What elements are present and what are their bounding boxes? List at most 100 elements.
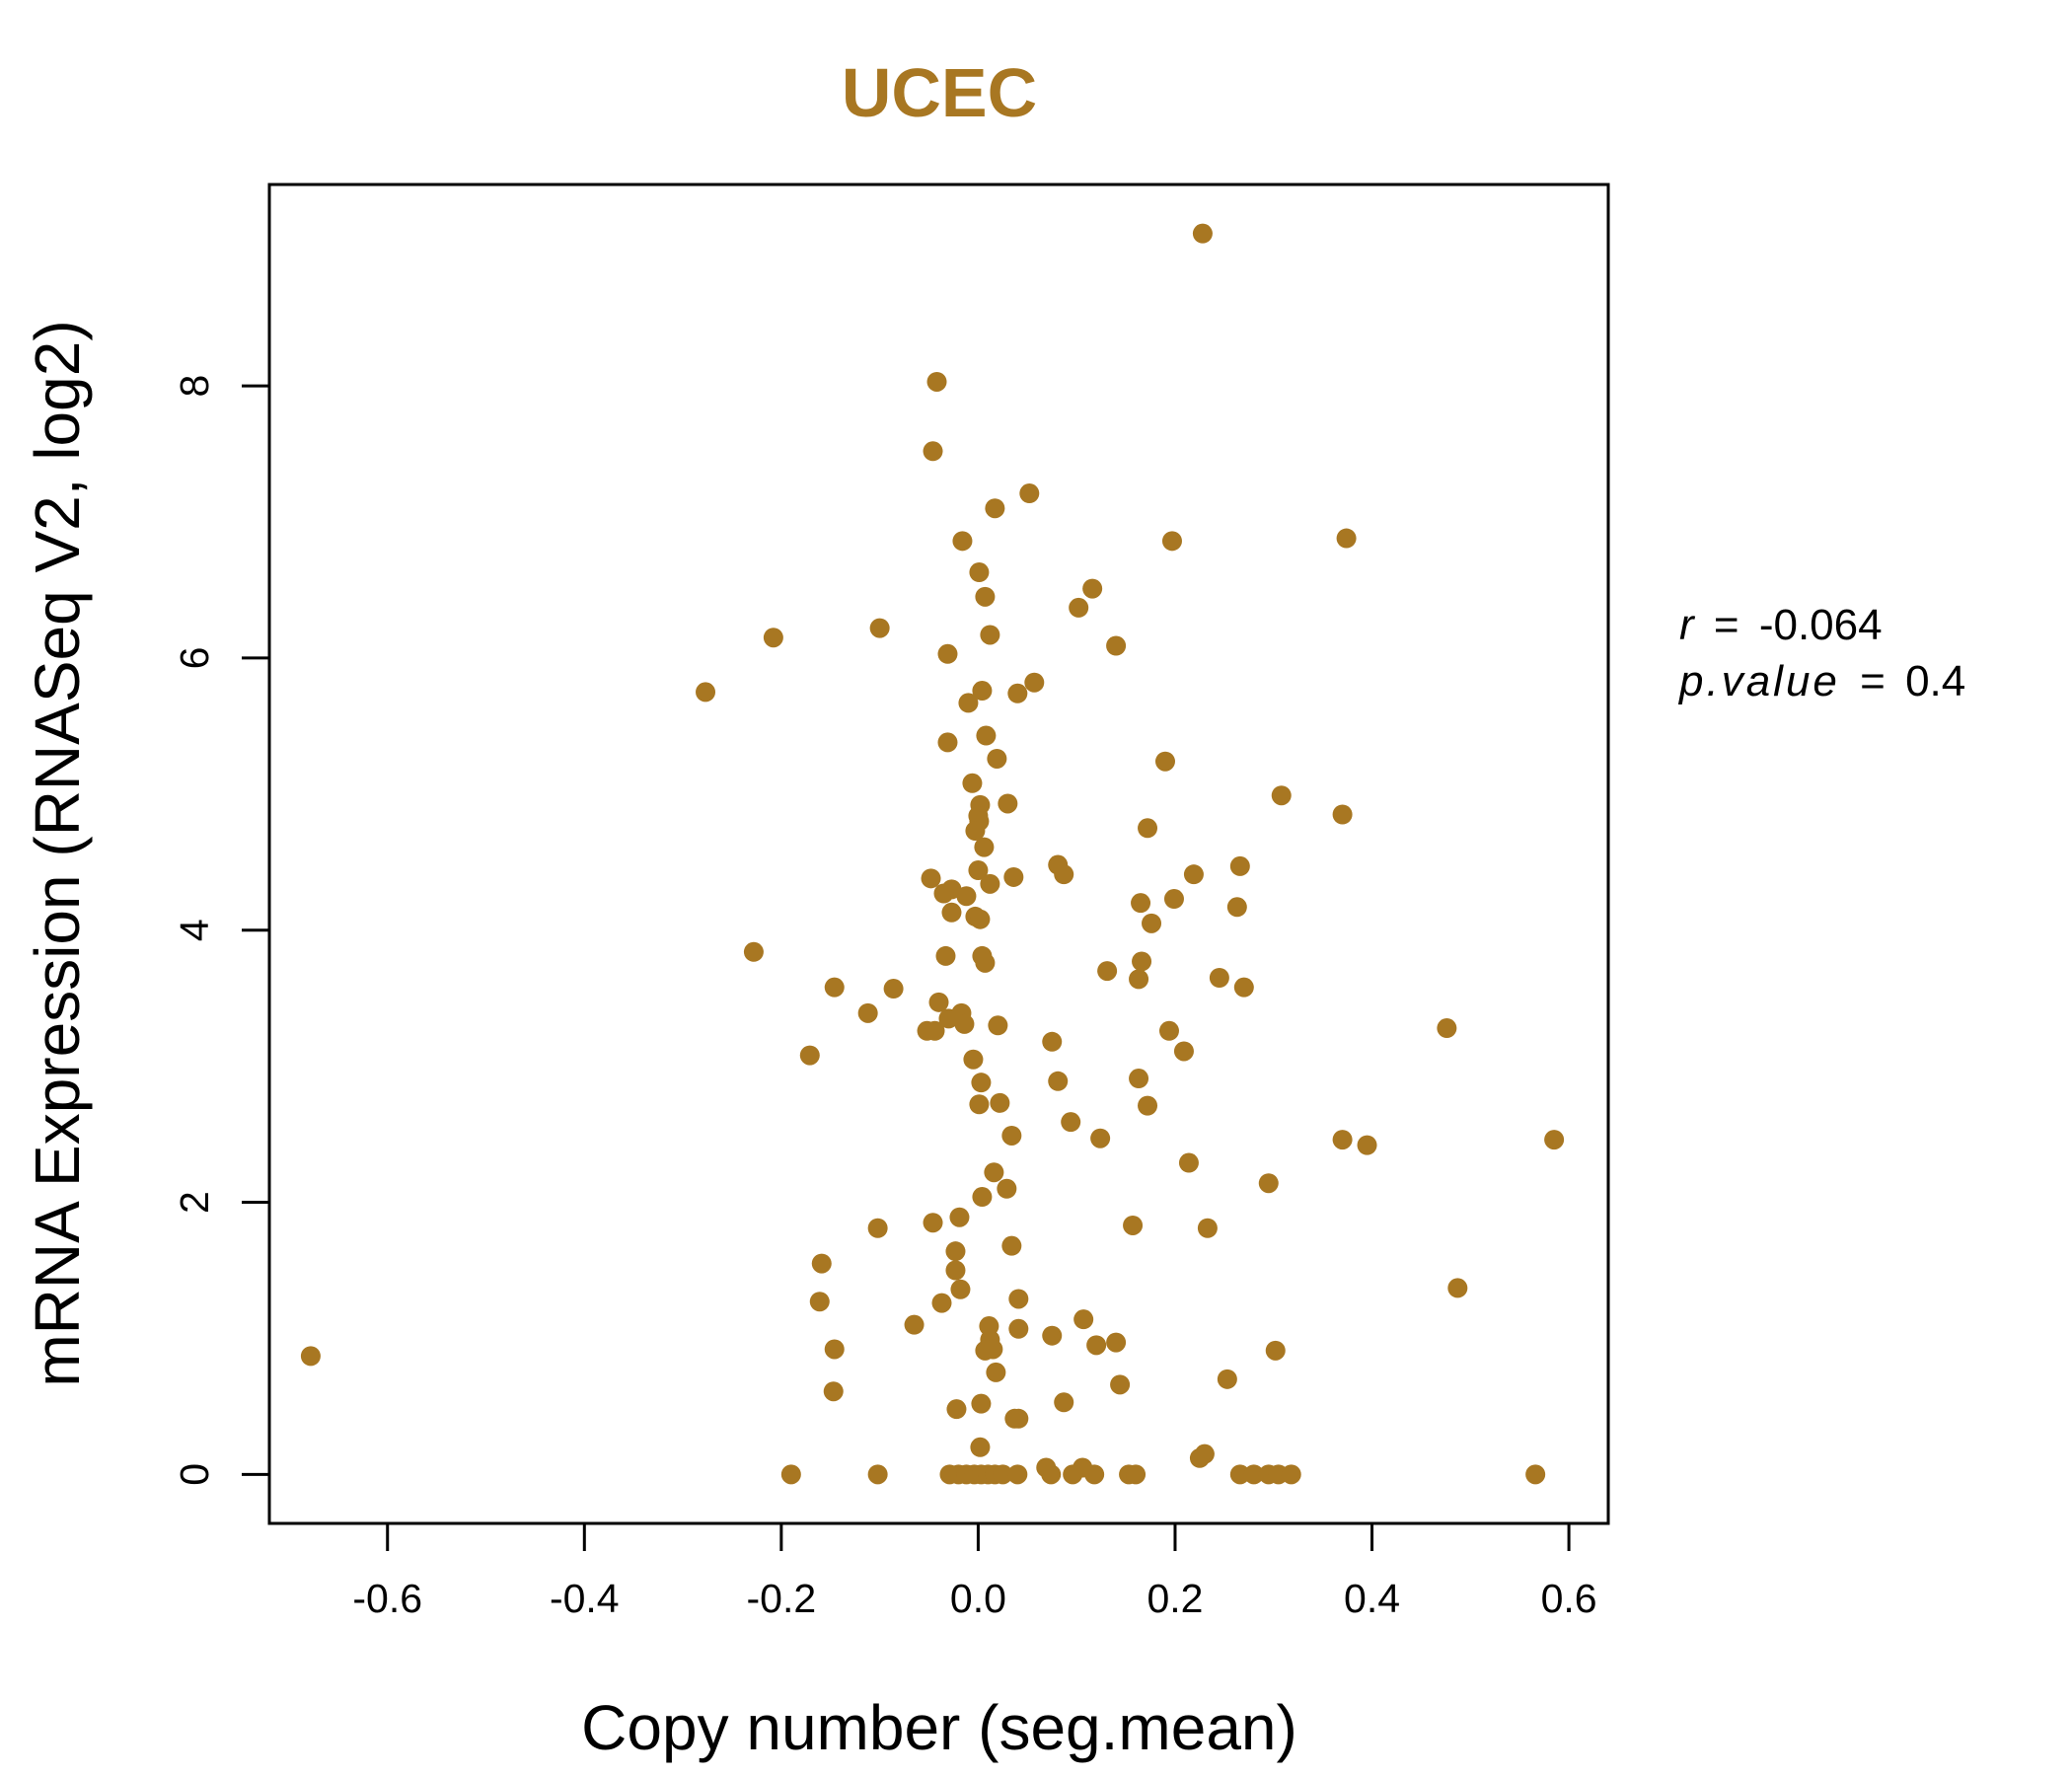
data-point: [1126, 1464, 1147, 1485]
data-point: [1024, 672, 1045, 693]
data-point: [1090, 1128, 1111, 1148]
data-point: [809, 1292, 830, 1312]
data-point: [1265, 1340, 1286, 1361]
data-point: [1007, 683, 1028, 703]
data-point: [1073, 1309, 1094, 1330]
data-point: [904, 1314, 925, 1335]
data-point: [1357, 1135, 1377, 1155]
data-point: [1525, 1464, 1546, 1485]
p-label: p.value: [1677, 657, 1840, 705]
data-point: [976, 725, 997, 746]
data-point: [1061, 1112, 1081, 1133]
data-point: [974, 837, 995, 857]
data-point: [969, 562, 990, 583]
data-point: [1086, 1335, 1107, 1356]
data-point: [883, 979, 904, 999]
data-point: [971, 1393, 992, 1414]
data-point: [811, 1253, 832, 1274]
data-point: [937, 643, 958, 664]
data-point: [1106, 1332, 1127, 1353]
data-point: [1131, 893, 1151, 914]
r-equals: =: [1714, 601, 1739, 649]
data-point: [965, 821, 986, 842]
data-point: [1054, 864, 1074, 885]
data-point: [1008, 1289, 1029, 1309]
data-point: [1243, 1464, 1264, 1485]
data-point: [997, 1178, 1017, 1199]
data-point: [980, 873, 1000, 894]
r-label: r: [1679, 601, 1696, 649]
p-stat-line: p.value = 0.4: [1677, 657, 1965, 705]
data-point: [300, 1346, 321, 1367]
data-point: [1001, 1235, 1022, 1256]
x-tick-label: -0.6: [352, 1576, 422, 1621]
data-point: [1271, 785, 1292, 806]
data-point: [799, 1045, 820, 1066]
data-point: [1163, 889, 1184, 910]
data-point: [1178, 1152, 1199, 1173]
data-point: [950, 1279, 971, 1299]
data-point: [1336, 528, 1357, 549]
data-point: [990, 1092, 1010, 1113]
data-point: [969, 1094, 990, 1115]
data-point: [983, 1339, 1003, 1360]
data-point: [975, 586, 996, 607]
data-point: [867, 1218, 888, 1238]
r-value: -0.064: [1759, 601, 1883, 649]
data-point: [921, 868, 941, 889]
data-point: [1217, 1369, 1237, 1389]
data-point: [985, 498, 1005, 519]
data-point: [1138, 818, 1158, 839]
data-point: [949, 1207, 970, 1227]
data-point: [1332, 1130, 1353, 1150]
x-tick-label: 0.6: [1541, 1576, 1597, 1621]
data-point: [1097, 961, 1118, 982]
y-axis-label: mRNA Expression (RNASeq V2, log2): [22, 320, 93, 1386]
data-point: [993, 1464, 1013, 1485]
data-point: [975, 952, 996, 973]
data-point: [763, 628, 783, 648]
data-point: [970, 1437, 991, 1457]
x-tick-label: -0.4: [550, 1576, 620, 1621]
data-point: [1069, 597, 1089, 618]
data-point: [1132, 951, 1152, 972]
data-point: [980, 625, 1000, 645]
data-point: [972, 681, 993, 702]
x-tick-label: 0.2: [1147, 1576, 1203, 1621]
data-point: [1041, 1464, 1062, 1485]
data-point: [857, 1002, 878, 1023]
x-tick-label: 0.0: [950, 1576, 1006, 1621]
data-point: [952, 531, 973, 552]
data-point: [926, 371, 947, 392]
data-point: [998, 793, 1018, 814]
data-point: [1001, 1125, 1022, 1146]
data-point: [823, 1381, 844, 1402]
data-point: [1129, 1069, 1149, 1089]
data-point: [938, 1008, 959, 1029]
data-point: [1158, 1020, 1179, 1041]
data-point: [1106, 635, 1127, 656]
data-point: [956, 886, 977, 907]
data-point: [1447, 1278, 1468, 1298]
data-point: [1054, 1392, 1074, 1413]
y-tick-label: 4: [172, 919, 217, 941]
data-point: [972, 1187, 993, 1208]
data-point: [1082, 578, 1103, 599]
data-point: [1138, 1095, 1158, 1116]
data-point: [824, 977, 845, 998]
data-point: [1229, 855, 1250, 876]
data-point: [925, 1020, 945, 1041]
data-point: [1084, 1464, 1105, 1485]
data-point: [1183, 864, 1204, 885]
data-point: [923, 441, 943, 462]
data-point: [1129, 969, 1149, 990]
data-point: [945, 1241, 966, 1262]
data-point: [987, 748, 1007, 769]
data-point: [743, 941, 764, 962]
data-point: [1048, 1071, 1069, 1091]
data-point: [968, 860, 989, 881]
r-stat-line: r = -0.064: [1679, 601, 1883, 649]
data-point: [1233, 977, 1254, 998]
data-points: [300, 223, 1565, 1485]
